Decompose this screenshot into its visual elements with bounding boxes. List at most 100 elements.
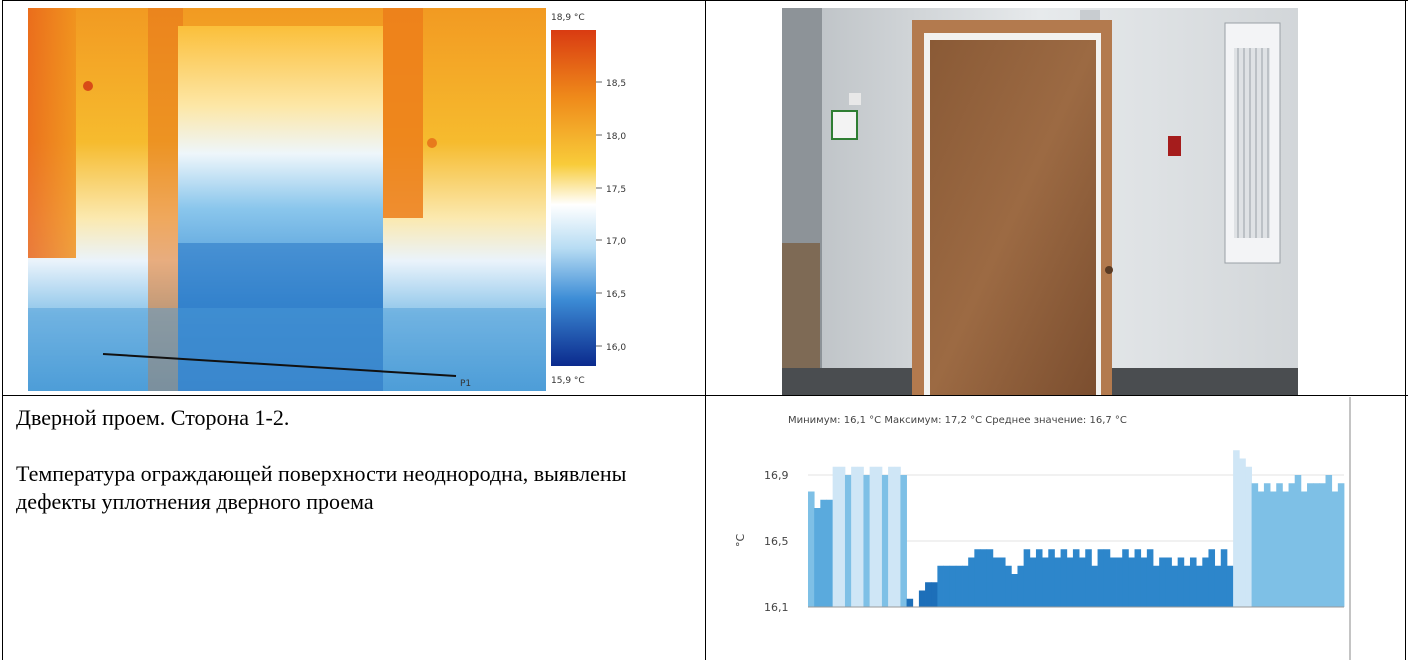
histogram-bar <box>1085 549 1092 607</box>
histogram-bar <box>1319 483 1326 607</box>
histogram-bar <box>900 475 907 607</box>
y-tick-label: 16,9 <box>764 469 789 482</box>
histogram-bar <box>1140 557 1148 607</box>
histogram-bar <box>1171 565 1179 607</box>
histogram-bar <box>869 466 877 607</box>
histogram-bar <box>906 598 914 607</box>
histogram-bar <box>1196 565 1203 607</box>
histogram-bar <box>1288 483 1296 607</box>
histogram-bar <box>1202 557 1209 607</box>
histogram-bar <box>1282 491 1289 607</box>
histogram-bar <box>826 499 834 607</box>
histogram-bar <box>1035 549 1043 607</box>
histogram-bar <box>1226 565 1234 607</box>
histogram-bar <box>1313 483 1320 607</box>
profile-label: P1 <box>460 379 471 389</box>
exit-sign <box>831 110 858 140</box>
histogram-bar <box>962 565 969 607</box>
histogram-bar <box>1183 565 1191 607</box>
histogram-bar <box>1122 549 1129 607</box>
histogram-bar <box>943 565 951 607</box>
histogram-bar <box>814 508 821 607</box>
histogram-bar <box>820 499 827 607</box>
histogram-bar <box>931 582 938 607</box>
histogram-bar <box>1128 557 1135 607</box>
histogram-bar <box>1146 549 1154 607</box>
histogram-bar <box>838 466 846 607</box>
histogram-bar <box>1103 549 1111 607</box>
caption-text: Дверной проем. Сторона 1-2. Температура … <box>16 404 676 544</box>
histogram-bar <box>1220 549 1228 607</box>
histogram-bar <box>1091 565 1098 607</box>
caption-body: Температура ограждающей поверхности неод… <box>16 461 627 514</box>
door-handle <box>1105 266 1113 274</box>
histogram-bar <box>1116 557 1123 607</box>
histogram-bar <box>894 466 901 607</box>
histogram-bar <box>851 466 858 607</box>
histogram-bar <box>1239 458 1246 607</box>
histogram-bar <box>1072 549 1080 607</box>
histogram-bar <box>1189 557 1197 607</box>
cardboard-box <box>782 243 820 383</box>
histogram-bar <box>925 582 932 607</box>
thermal-image-svg: P1 18,9 °C 18,5 18,0 17,5 17,0 16,5 16,0… <box>28 8 656 391</box>
histogram-bar <box>992 557 1000 607</box>
y-tick-label: 16,1 <box>764 601 789 614</box>
door-photo-svg <box>782 8 1298 395</box>
histogram-bar <box>1054 557 1061 607</box>
histogram-bar <box>1245 466 1252 607</box>
temperature-profile-chart-svg: Минимум: 16,1 °C Максимум: 17,2 °C Средн… <box>716 397 1352 660</box>
door <box>930 40 1096 395</box>
table-border-left <box>2 0 3 660</box>
histogram-bar <box>1165 557 1172 607</box>
histogram-bar <box>1011 574 1018 607</box>
histogram-bar <box>881 475 889 607</box>
color-scale-bar <box>551 30 596 366</box>
y-axis-label: °C <box>734 534 747 548</box>
histogram-bar <box>1079 557 1086 607</box>
histogram-bar <box>1337 483 1345 607</box>
scale-min-label: 15,9 °C <box>551 376 585 386</box>
histogram-bar <box>857 466 864 607</box>
door-photo <box>782 8 1298 395</box>
histogram-bar <box>968 557 975 607</box>
histogram-bar <box>1300 491 1308 607</box>
histogram-bar <box>1307 483 1314 607</box>
histogram-bar <box>1042 557 1049 607</box>
histogram-bar <box>955 565 963 607</box>
histogram-bar <box>1208 549 1216 607</box>
histogram-bar <box>998 557 1006 607</box>
histogram-bar <box>832 466 840 607</box>
scale-tick: 18,5 <box>606 79 626 89</box>
scale-tick: 18,0 <box>606 132 626 142</box>
histogram-bar <box>1159 557 1166 607</box>
histogram-bar <box>888 466 895 607</box>
histogram-bar <box>863 475 871 607</box>
histogram-bar <box>1023 549 1031 607</box>
histogram-bar <box>974 549 981 607</box>
histogram-bar <box>844 475 852 607</box>
histogram-bar <box>1005 565 1012 607</box>
histogram-bar <box>1029 557 1037 607</box>
histogram-bar <box>1270 491 1277 607</box>
histogram-bar <box>1060 549 1068 607</box>
table-border-right <box>1405 0 1406 660</box>
thermal-image: P1 18,9 °C 18,5 18,0 17,5 17,0 16,5 16,0… <box>28 8 656 391</box>
histogram-bar <box>808 491 815 607</box>
caption-title: Дверной проем. Сторона 1-2. <box>16 405 290 430</box>
histogram-bar <box>1251 483 1259 607</box>
histogram-bar <box>1177 557 1185 607</box>
histogram-bar <box>918 590 926 607</box>
chart-stats: Минимум: 16,1 °C Максимум: 17,2 °C Средн… <box>788 415 1127 426</box>
histogram-bar <box>1048 549 1055 607</box>
histogram-bar <box>1214 565 1222 607</box>
table-border-middle <box>705 0 706 660</box>
histogram-bar <box>1153 565 1160 607</box>
alarm-box <box>1168 136 1181 156</box>
histogram-bar <box>986 549 994 607</box>
y-tick-label: 16,5 <box>764 535 789 548</box>
scale-tick: 17,0 <box>606 237 626 247</box>
histogram-bar <box>875 466 883 607</box>
histogram-bar <box>1276 483 1283 607</box>
histogram-bar <box>1257 491 1265 607</box>
